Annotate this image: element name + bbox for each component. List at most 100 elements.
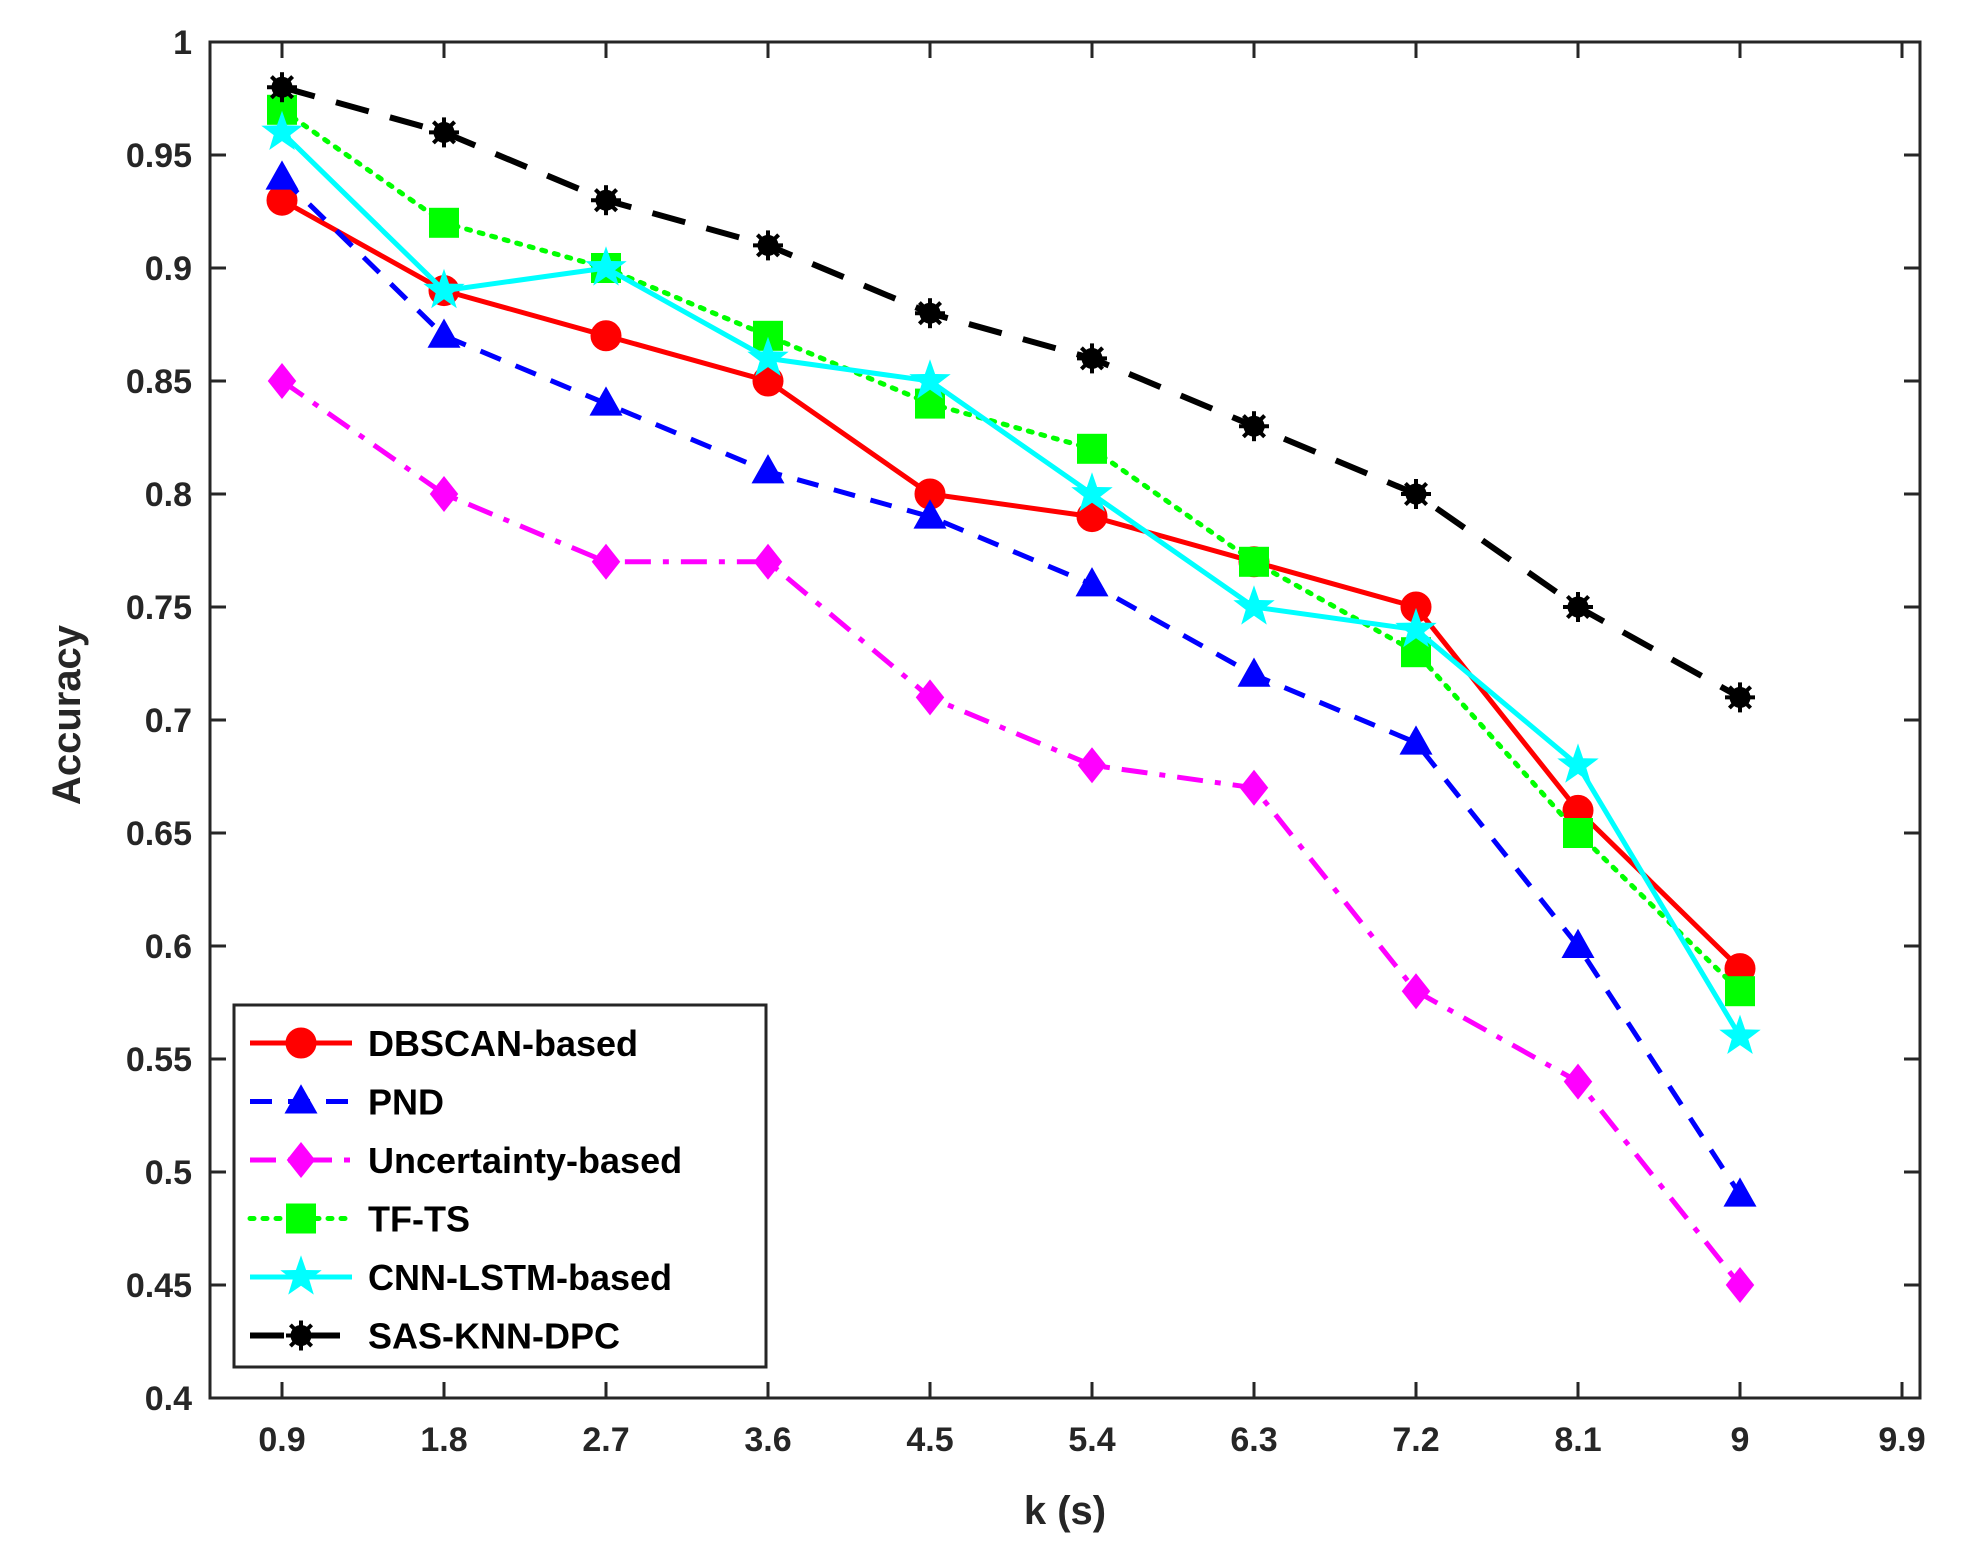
legend-label: SAS-KNN-DPC [368,1316,620,1357]
x-tick-label: 8.1 [1554,1421,1601,1459]
series-line [280,175,1743,1196]
data-point [909,359,951,399]
data-point [753,230,783,261]
y-tick-label: 0.9 [145,250,192,288]
data-point [427,318,461,348]
data-point [747,336,789,376]
y-tick-label: 0.45 [126,1267,192,1305]
marker-ray [269,75,295,100]
legend-label: Uncertainty-based [368,1140,682,1181]
legend-marker [286,1142,316,1178]
data-point [1077,433,1107,464]
y-tick-label: 0.7 [145,702,192,740]
data-point [1077,747,1107,784]
marker-ray [1403,481,1429,507]
series-line [279,107,1743,994]
marker-ray [288,1323,314,1348]
x-axis-label: k (s) [1024,1489,1106,1533]
legend-label: CNN-LSTM-based [368,1257,672,1298]
data-point [585,246,627,286]
series-group [261,72,1761,1303]
x-tick-label: 4.5 [906,1421,953,1459]
data-point [591,543,621,580]
marker-ray [755,233,781,258]
data-point [591,185,621,216]
y-tick-label: 0.55 [126,1041,192,1079]
data-point [1561,928,1595,958]
data-point [429,207,459,238]
x-tick-label: 1.8 [420,1421,467,1459]
series-pnd [265,160,1757,1207]
data-point [1563,592,1593,622]
data-point [1401,479,1431,509]
x-tick-label: 0.9 [258,1421,305,1459]
data-point [429,476,459,512]
series-line [281,84,1742,701]
data-point [1719,1014,1761,1054]
marker-ray [1565,594,1591,620]
marker-ray [1241,414,1267,439]
series-line [280,198,1742,971]
data-point [1237,657,1271,687]
data-point [913,499,947,529]
series-line [280,130,1743,1038]
y-tick-label: 0.85 [126,363,192,401]
x-tick-label: 9 [1731,1421,1750,1459]
data-point [1239,769,1269,806]
data-point [1725,682,1755,713]
legend-marker [284,1084,318,1114]
data-point [1239,546,1269,577]
data-point [1071,472,1113,512]
x-tick-label: 5.4 [1068,1421,1115,1459]
data-point [1401,973,1431,1010]
data-point [1563,1063,1593,1100]
data-point [1395,607,1437,648]
legend-label: PND [368,1082,444,1123]
series-cnn-lstm-based [261,110,1761,1054]
legend-label: TF-TS [368,1199,470,1240]
legend-marker [280,1255,322,1295]
marker-ray [1079,346,1105,371]
data-point [261,110,303,150]
series-sas-knn-dpc [267,72,1755,713]
marker-ray [431,120,457,145]
marker-ray [593,188,619,213]
x-tick-label: 7.2 [1392,1421,1439,1459]
y-tick-label: 1 [173,24,192,62]
legend-marker [285,1027,317,1059]
data-point [429,117,459,148]
y-tick-label: 0.4 [145,1380,192,1418]
x-tick-label: 9.9 [1878,1421,1925,1459]
y-tick-label: 0.6 [145,928,192,966]
data-point [1563,818,1593,848]
x-tick-label: 3.6 [744,1421,791,1459]
marker-ray [1727,685,1753,710]
data-point [915,298,945,329]
data-point [1233,585,1275,625]
data-point [915,679,945,716]
series-uncertainty-based [267,363,1755,1303]
y-tick-label: 0.8 [145,476,192,514]
y-axis-label: Accuracy [45,624,89,805]
legend-box [232,1003,768,1369]
x-tick-label: 2.7 [582,1421,629,1459]
data-point [1077,343,1107,374]
legend-label: DBSCAN-based [368,1023,638,1064]
data-point [1557,743,1599,783]
data-point [589,386,623,416]
data-point [1075,567,1109,597]
data-point [267,72,297,103]
data-point [751,454,785,484]
data-point [423,268,465,309]
data-point [1239,411,1269,442]
data-point [753,543,783,580]
legend-marker [286,1203,316,1234]
data-point [590,320,622,352]
data-point [1725,976,1755,1007]
legend: DBSCAN-based PND Uncertainty-based TF-TS CNN… [232,1003,768,1369]
marker-ray [917,301,943,326]
legend-marker [286,1320,316,1351]
y-tick-label: 0.95 [126,137,192,175]
